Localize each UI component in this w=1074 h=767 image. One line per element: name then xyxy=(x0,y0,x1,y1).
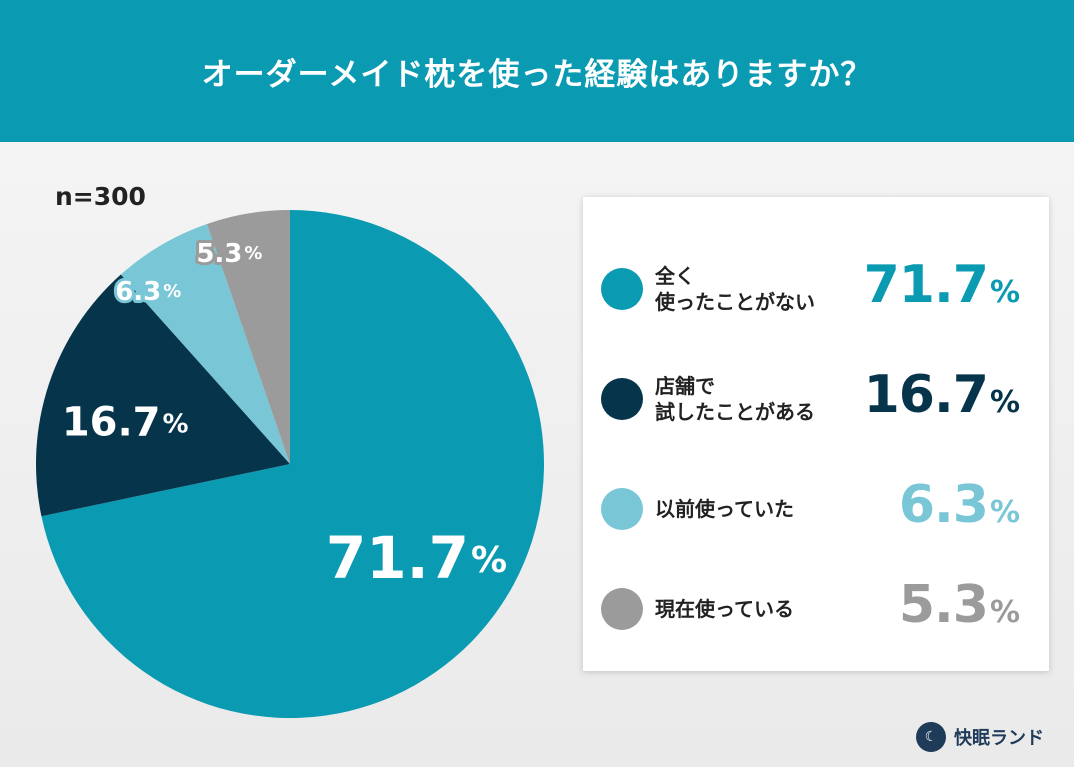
brand-logo-icon: ☾ xyxy=(916,722,946,752)
brand: ☾ 快眠ランド xyxy=(916,722,1044,752)
slice-label-2: 16.7% xyxy=(62,399,189,445)
legend-label-4: 現在使っている xyxy=(655,597,794,621)
legend-value-2: 16.7% xyxy=(863,365,1020,425)
legend-label-3: 以前使っていた xyxy=(655,497,794,521)
legend-swatch-1 xyxy=(601,268,643,310)
title-banner: オーダーメイド枕を使った経験はありますか？ xyxy=(0,0,1074,142)
legend-value-3: 6.3% xyxy=(898,475,1020,535)
legend-item-4: 現在使っている 5.3% xyxy=(583,569,1049,649)
brand-name: 快眠ランド xyxy=(954,728,1044,749)
pie-slice-3 xyxy=(120,223,291,464)
legend-item-2: 店舗で 試したことがある 16.7% xyxy=(583,359,1049,439)
legend-swatch-4 xyxy=(601,588,643,630)
legend: 全く 使ったことがない 71.7% 店舗で 試したことがある 16.7% 以前使っていた… xyxy=(583,197,1049,671)
sample-size-label: n=300 xyxy=(55,182,146,211)
legend-label-2: 店舗で 試したことがある xyxy=(655,374,815,424)
pie-slice-1 xyxy=(41,210,544,718)
slice-label-1: 71.7% xyxy=(326,524,507,592)
legend-swatch-2 xyxy=(601,378,643,420)
legend-value-1: 71.7% xyxy=(863,255,1020,315)
legend-value-4: 5.3% xyxy=(898,575,1020,635)
legend-item-3: 以前使っていた 6.3% xyxy=(583,469,1049,549)
pie-slice-2 xyxy=(35,274,290,517)
slice-label-4: 5.3% xyxy=(196,239,262,269)
legend-swatch-3 xyxy=(601,488,643,530)
legend-item-1: 全く 使ったことがない 71.7% xyxy=(583,249,1049,329)
chart-title: オーダーメイド枕を使った経験はありますか？ xyxy=(201,56,873,93)
legend-label-1: 全く 使ったことがない xyxy=(655,264,815,314)
slice-label-3: 6.3% xyxy=(115,277,181,307)
pie-chart: 71.7% 16.7% 6.3 % 5.3% xyxy=(35,210,544,718)
pie-slice-4 xyxy=(206,210,290,464)
